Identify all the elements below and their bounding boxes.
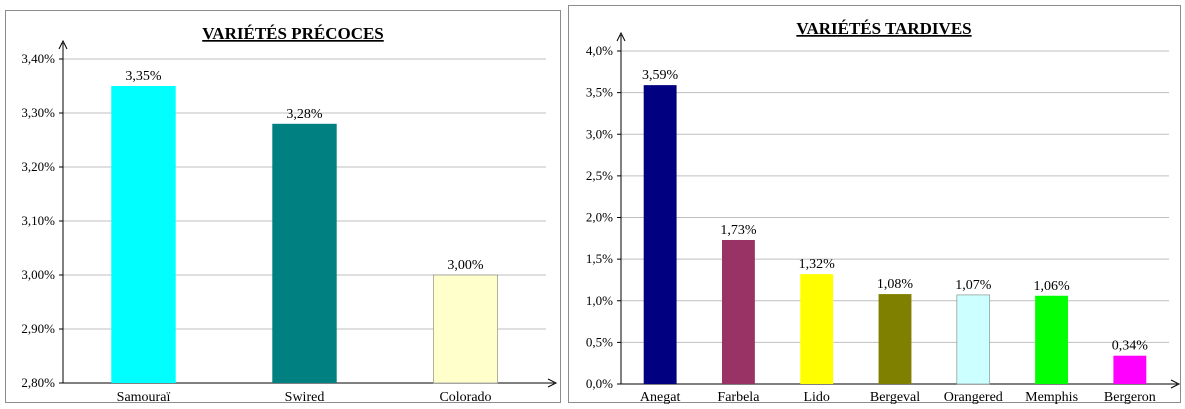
y-tick-label: 1,5%: [586, 251, 613, 266]
y-axis-arrow: [58, 39, 68, 50]
data-label: 3,00%: [447, 258, 484, 273]
y-tick-label: 2,5%: [586, 168, 613, 183]
chart-title: VARIÉTÉS PRÉCOCES: [202, 24, 384, 43]
x-tick-label: Bergeval: [870, 390, 920, 404]
y-tick-label: 1,0%: [586, 293, 613, 308]
x-tick-label: Bergeron: [1104, 390, 1156, 404]
chart-panel-late-varieties: VARIÉTÉS TARDIVES 0,0% 0,5% 1,0% 1,5% 2,0% 2,5…: [568, 5, 1181, 404]
data-label: 1,08%: [877, 277, 914, 292]
data-label: 1,06%: [1033, 279, 1070, 294]
y-tick-label: 0,5%: [586, 334, 613, 349]
x-tick-label: Samouraï: [117, 390, 171, 404]
bar-bergeron: [1113, 355, 1147, 384]
chart-panel-early-varieties: VARIÉTÉS PRÉCOCES 2,80% 2,90% 3,00% 3,10% 3,2…: [5, 10, 561, 404]
bar-swired: [272, 123, 337, 384]
bar-colorado: [432, 274, 498, 384]
data-label: 1,07%: [955, 278, 992, 293]
chart-title: VARIÉTÉS TARDIVES: [796, 19, 971, 38]
bar-memphis: [1035, 295, 1069, 384]
y-tick-label: 2,80%: [21, 375, 55, 390]
x-tick-label: Colorado: [439, 390, 491, 404]
x-tick-label: Farbela: [717, 390, 760, 404]
x-tick-label: Orangered: [944, 390, 1003, 404]
bar-bergeval: [878, 294, 912, 384]
x-tick-label: Memphis: [1025, 390, 1078, 404]
x-axis-arrow: [547, 378, 558, 388]
y-tick-label: 3,5%: [586, 85, 613, 100]
y-tick-label: 3,10%: [21, 213, 55, 228]
y-axis-arrow: [616, 31, 626, 42]
chart-late-varieties: VARIÉTÉS TARDIVES 0,0% 0,5% 1,0% 1,5% 2,0% 2,5…: [586, 19, 1181, 404]
x-tick-label: Swired: [285, 390, 325, 404]
data-label: 3,59%: [642, 68, 679, 83]
data-label: 1,73%: [720, 223, 757, 238]
y-tick-label: 3,00%: [21, 267, 55, 282]
x-tick-label: Lido: [803, 390, 829, 404]
y-tick-label: 3,0%: [586, 126, 613, 141]
bar-samouraï: [111, 86, 176, 383]
y-tick-label: 4,0%: [586, 43, 613, 58]
data-label: 3,35%: [125, 69, 162, 84]
y-tick-label: 3,30%: [21, 105, 55, 120]
data-label: 0,34%: [1112, 339, 1149, 354]
bar-lido: [800, 274, 834, 384]
bar-farbela: [721, 239, 755, 384]
y-tick-label: 3,20%: [21, 159, 55, 174]
y-tick-label: 3,40%: [21, 51, 55, 66]
chart-early-varieties: VARIÉTÉS PRÉCOCES 2,80% 2,90% 3,00% 3,10% 3,2…: [21, 24, 558, 404]
y-tick-label: 2,0%: [586, 210, 613, 225]
data-label: 3,28%: [286, 107, 323, 122]
x-axis-arrow: [1170, 379, 1181, 389]
bar-anegat: [643, 85, 677, 384]
y-tick-label: 2,90%: [21, 321, 55, 336]
x-tick-label: Anegat: [640, 390, 681, 404]
bar-orangered: [956, 294, 991, 385]
y-tick-label: 0,0%: [586, 376, 613, 391]
data-label: 1,32%: [799, 257, 836, 272]
